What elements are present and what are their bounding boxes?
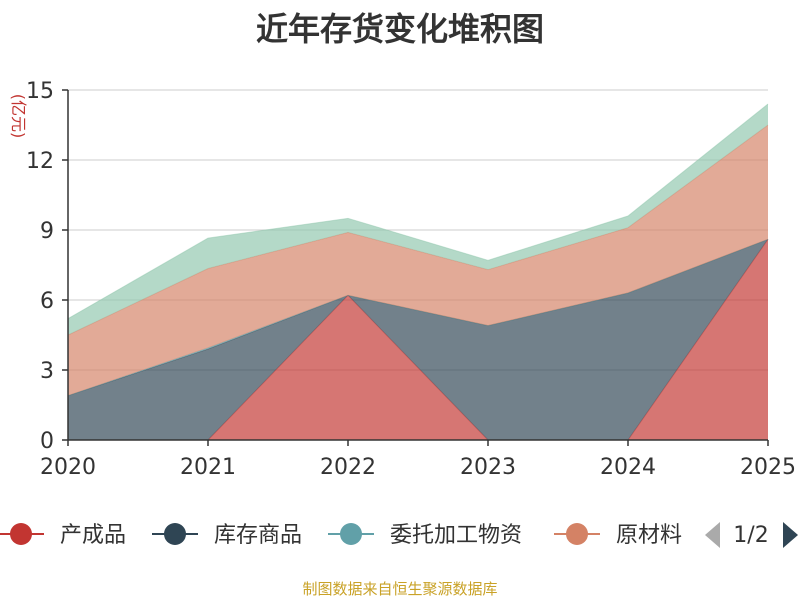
stacked-areas bbox=[67, 103, 769, 441]
series-line bbox=[67, 124, 769, 336]
y-tick-label: 0 bbox=[40, 429, 54, 454]
x-tick-label: 2020 bbox=[40, 455, 96, 480]
legend-label: 原材料 bbox=[616, 523, 682, 548]
y-tick-label: 9 bbox=[40, 219, 54, 244]
legend-marker-icon bbox=[340, 523, 362, 545]
y-tick-label: 6 bbox=[40, 289, 54, 314]
x-tick-label: 2025 bbox=[740, 455, 796, 480]
legend[interactable]: 产成品 库存商品 委托加工物资 原材料 bbox=[0, 523, 682, 548]
x-tick-label: 2022 bbox=[320, 455, 376, 480]
y-tick-label: 15 bbox=[26, 79, 54, 104]
legend-prev-arrow-icon[interactable] bbox=[705, 522, 720, 548]
legend-marker-icon bbox=[566, 523, 588, 545]
y-tick-label: 3 bbox=[40, 359, 54, 384]
legend-next-arrow-icon[interactable] bbox=[783, 522, 798, 548]
x-tick-label: 2021 bbox=[180, 455, 236, 480]
source-note: 制图数据来自恒生聚源数据库 bbox=[302, 580, 498, 598]
legend-item[interactable]: 委托加工物资 bbox=[328, 523, 522, 548]
legend-item[interactable]: 库存商品 bbox=[152, 523, 302, 548]
series-area bbox=[68, 125, 768, 396]
y-tick-label: 12 bbox=[26, 149, 54, 174]
x-tick-label: 2023 bbox=[460, 455, 516, 480]
axes: 0 3 6 9 12 15 2020 2021 2022 2023 2024 2025 bbox=[26, 79, 796, 480]
series-area bbox=[68, 239, 768, 440]
legend-item[interactable]: 原材料 bbox=[554, 523, 682, 548]
legend-label: 委托加工物资 bbox=[390, 523, 522, 548]
legend-item[interactable]: 产成品 bbox=[0, 523, 126, 548]
legend-label: 库存商品 bbox=[214, 523, 302, 548]
legend-marker-icon bbox=[164, 523, 186, 545]
y-axis-unit-label: (亿元) bbox=[9, 94, 28, 139]
series-line bbox=[67, 103, 769, 320]
legend-page-indicator: 1/2 bbox=[733, 523, 768, 548]
series-area bbox=[68, 104, 768, 335]
legend-pager[interactable]: 1/2 bbox=[705, 522, 798, 548]
legend-label: 产成品 bbox=[60, 523, 126, 548]
legend-marker-icon bbox=[10, 523, 32, 545]
x-tick-label: 2024 bbox=[600, 455, 656, 480]
chart-title: 近年存货变化堆积图 bbox=[255, 10, 544, 48]
series-area bbox=[68, 239, 768, 440]
